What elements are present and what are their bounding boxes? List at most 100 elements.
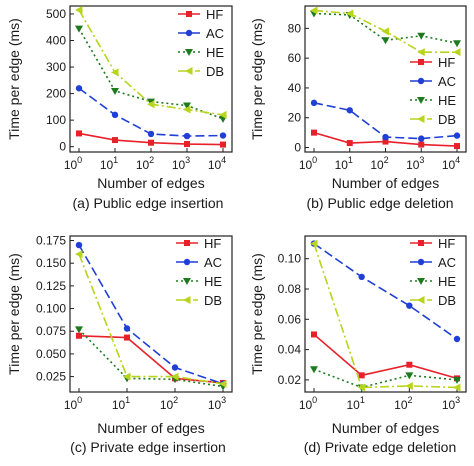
y-tick-label: 0.175 <box>36 234 66 248</box>
x-tick-label: 102 <box>160 395 178 412</box>
legend-label: HF <box>206 7 223 22</box>
data-point-hf <box>358 372 365 379</box>
x-tick-label: 101 <box>335 155 353 172</box>
data-point-db <box>75 250 83 259</box>
legend-marker <box>185 29 193 37</box>
data-point-he <box>310 366 318 374</box>
x-axis-label: Number of edges <box>332 175 439 191</box>
data-point-ac <box>346 107 353 114</box>
x-tick-label: 103 <box>406 155 424 172</box>
panel-caption: (a) Public edge insertion <box>73 195 224 211</box>
y-tick-label: 0.050 <box>36 347 66 361</box>
legend-label: DB <box>204 293 222 308</box>
data-point-he <box>453 40 461 48</box>
data-point-db <box>310 239 318 248</box>
legend-label: HF <box>204 236 221 251</box>
data-point-he <box>183 102 191 110</box>
legend-marker <box>185 49 193 56</box>
legend-label: HE <box>204 274 222 289</box>
series-line-he <box>78 328 224 388</box>
data-point-ac <box>382 133 389 141</box>
panel-caption: (d) Private edge deletion <box>304 439 457 455</box>
series-line-ac <box>313 242 458 340</box>
data-point-hf <box>124 334 130 341</box>
data-point-hf <box>406 361 413 368</box>
legend-label: HE <box>438 274 456 289</box>
x-tick-label: 104 <box>208 155 226 172</box>
series-line-he <box>313 368 458 389</box>
legend-marker <box>184 240 190 246</box>
x-tick-label: 103 <box>208 395 226 412</box>
y-tick-label: 80 <box>288 21 302 35</box>
y-tick-label: 0.150 <box>36 256 66 270</box>
y-tick-label: 300 <box>46 60 66 74</box>
data-point-he <box>381 37 390 45</box>
data-point-db <box>453 383 461 392</box>
x-axis-label: Number of edges <box>332 420 439 436</box>
data-point-hf <box>112 137 118 144</box>
panel-caption: (c) Private edge insertion <box>70 439 226 455</box>
legend-label: HE <box>206 45 224 60</box>
data-point-he <box>111 87 119 95</box>
legend-marker <box>186 11 192 17</box>
data-point-ac <box>406 302 413 309</box>
legend-label: AC <box>206 26 224 41</box>
y-tick-label: 0.125 <box>36 279 66 293</box>
data-point-db <box>345 9 354 18</box>
data-point-db <box>357 383 366 392</box>
legend-marker <box>417 278 425 285</box>
y-tick-label: 20 <box>288 111 302 125</box>
data-point-ac <box>418 135 425 142</box>
y-tick-label: 0.075 <box>36 324 66 338</box>
data-point-db <box>381 27 389 36</box>
data-point-ac <box>219 132 227 139</box>
legend-marker <box>183 296 191 304</box>
data-point-hf <box>76 332 82 339</box>
x-tick-label: 100 <box>299 155 317 172</box>
legend-marker <box>418 59 424 65</box>
y-axis-label: Time per edge (ms) <box>6 253 22 375</box>
data-point-he <box>417 32 426 40</box>
panel-4: 0.02 0.04 0.06 0.08 0.10 100 101 102 103 HF AC HE DB… <box>249 235 467 455</box>
y-tick-label: 0 <box>294 141 301 155</box>
legend-marker <box>417 115 425 123</box>
data-point-db <box>183 105 191 114</box>
data-point-ac <box>183 132 191 140</box>
data-point-db <box>147 100 155 109</box>
x-tick-label: 102 <box>136 155 154 172</box>
panel-caption: (b) Public edge deletion <box>306 195 453 211</box>
legend-marker <box>417 296 425 304</box>
data-point-hf <box>382 138 389 145</box>
x-tick-label: 100 <box>64 395 82 412</box>
y-tick-label: 40 <box>288 81 302 95</box>
data-point-db <box>453 48 461 57</box>
legend-marker <box>183 258 191 266</box>
legend-marker <box>185 67 193 75</box>
legend-marker <box>183 278 191 285</box>
legend-marker <box>417 77 425 85</box>
data-point-hf <box>148 139 154 146</box>
legend-label: AC <box>438 255 456 270</box>
y-tick-label: 0.04 <box>278 343 302 357</box>
panel-3: 0.025 0.050 0.075 0.100 0.125 0.150 0.175 100 10… <box>6 234 233 455</box>
data-point-ac <box>171 364 179 371</box>
data-point-ac <box>453 132 461 139</box>
data-point-ac <box>123 325 131 332</box>
x-tick-label: 100 <box>64 155 82 172</box>
x-axis-label: Number of edges <box>97 420 204 436</box>
legend-marker <box>417 97 425 104</box>
y-tick-label: 400 <box>46 34 66 48</box>
data-point-db <box>219 379 227 388</box>
data-point-ac <box>75 241 83 249</box>
y-tick-label: 500 <box>46 7 66 21</box>
series-line-db <box>78 253 224 385</box>
data-point-hf <box>184 141 190 148</box>
legend-label: HF <box>438 55 455 70</box>
data-point-hf <box>220 141 226 148</box>
series-line-hf <box>313 333 458 380</box>
data-point-db <box>171 372 179 381</box>
data-point-hf <box>311 331 317 338</box>
legend-label: DB <box>438 293 456 308</box>
data-point-hf <box>76 130 82 137</box>
